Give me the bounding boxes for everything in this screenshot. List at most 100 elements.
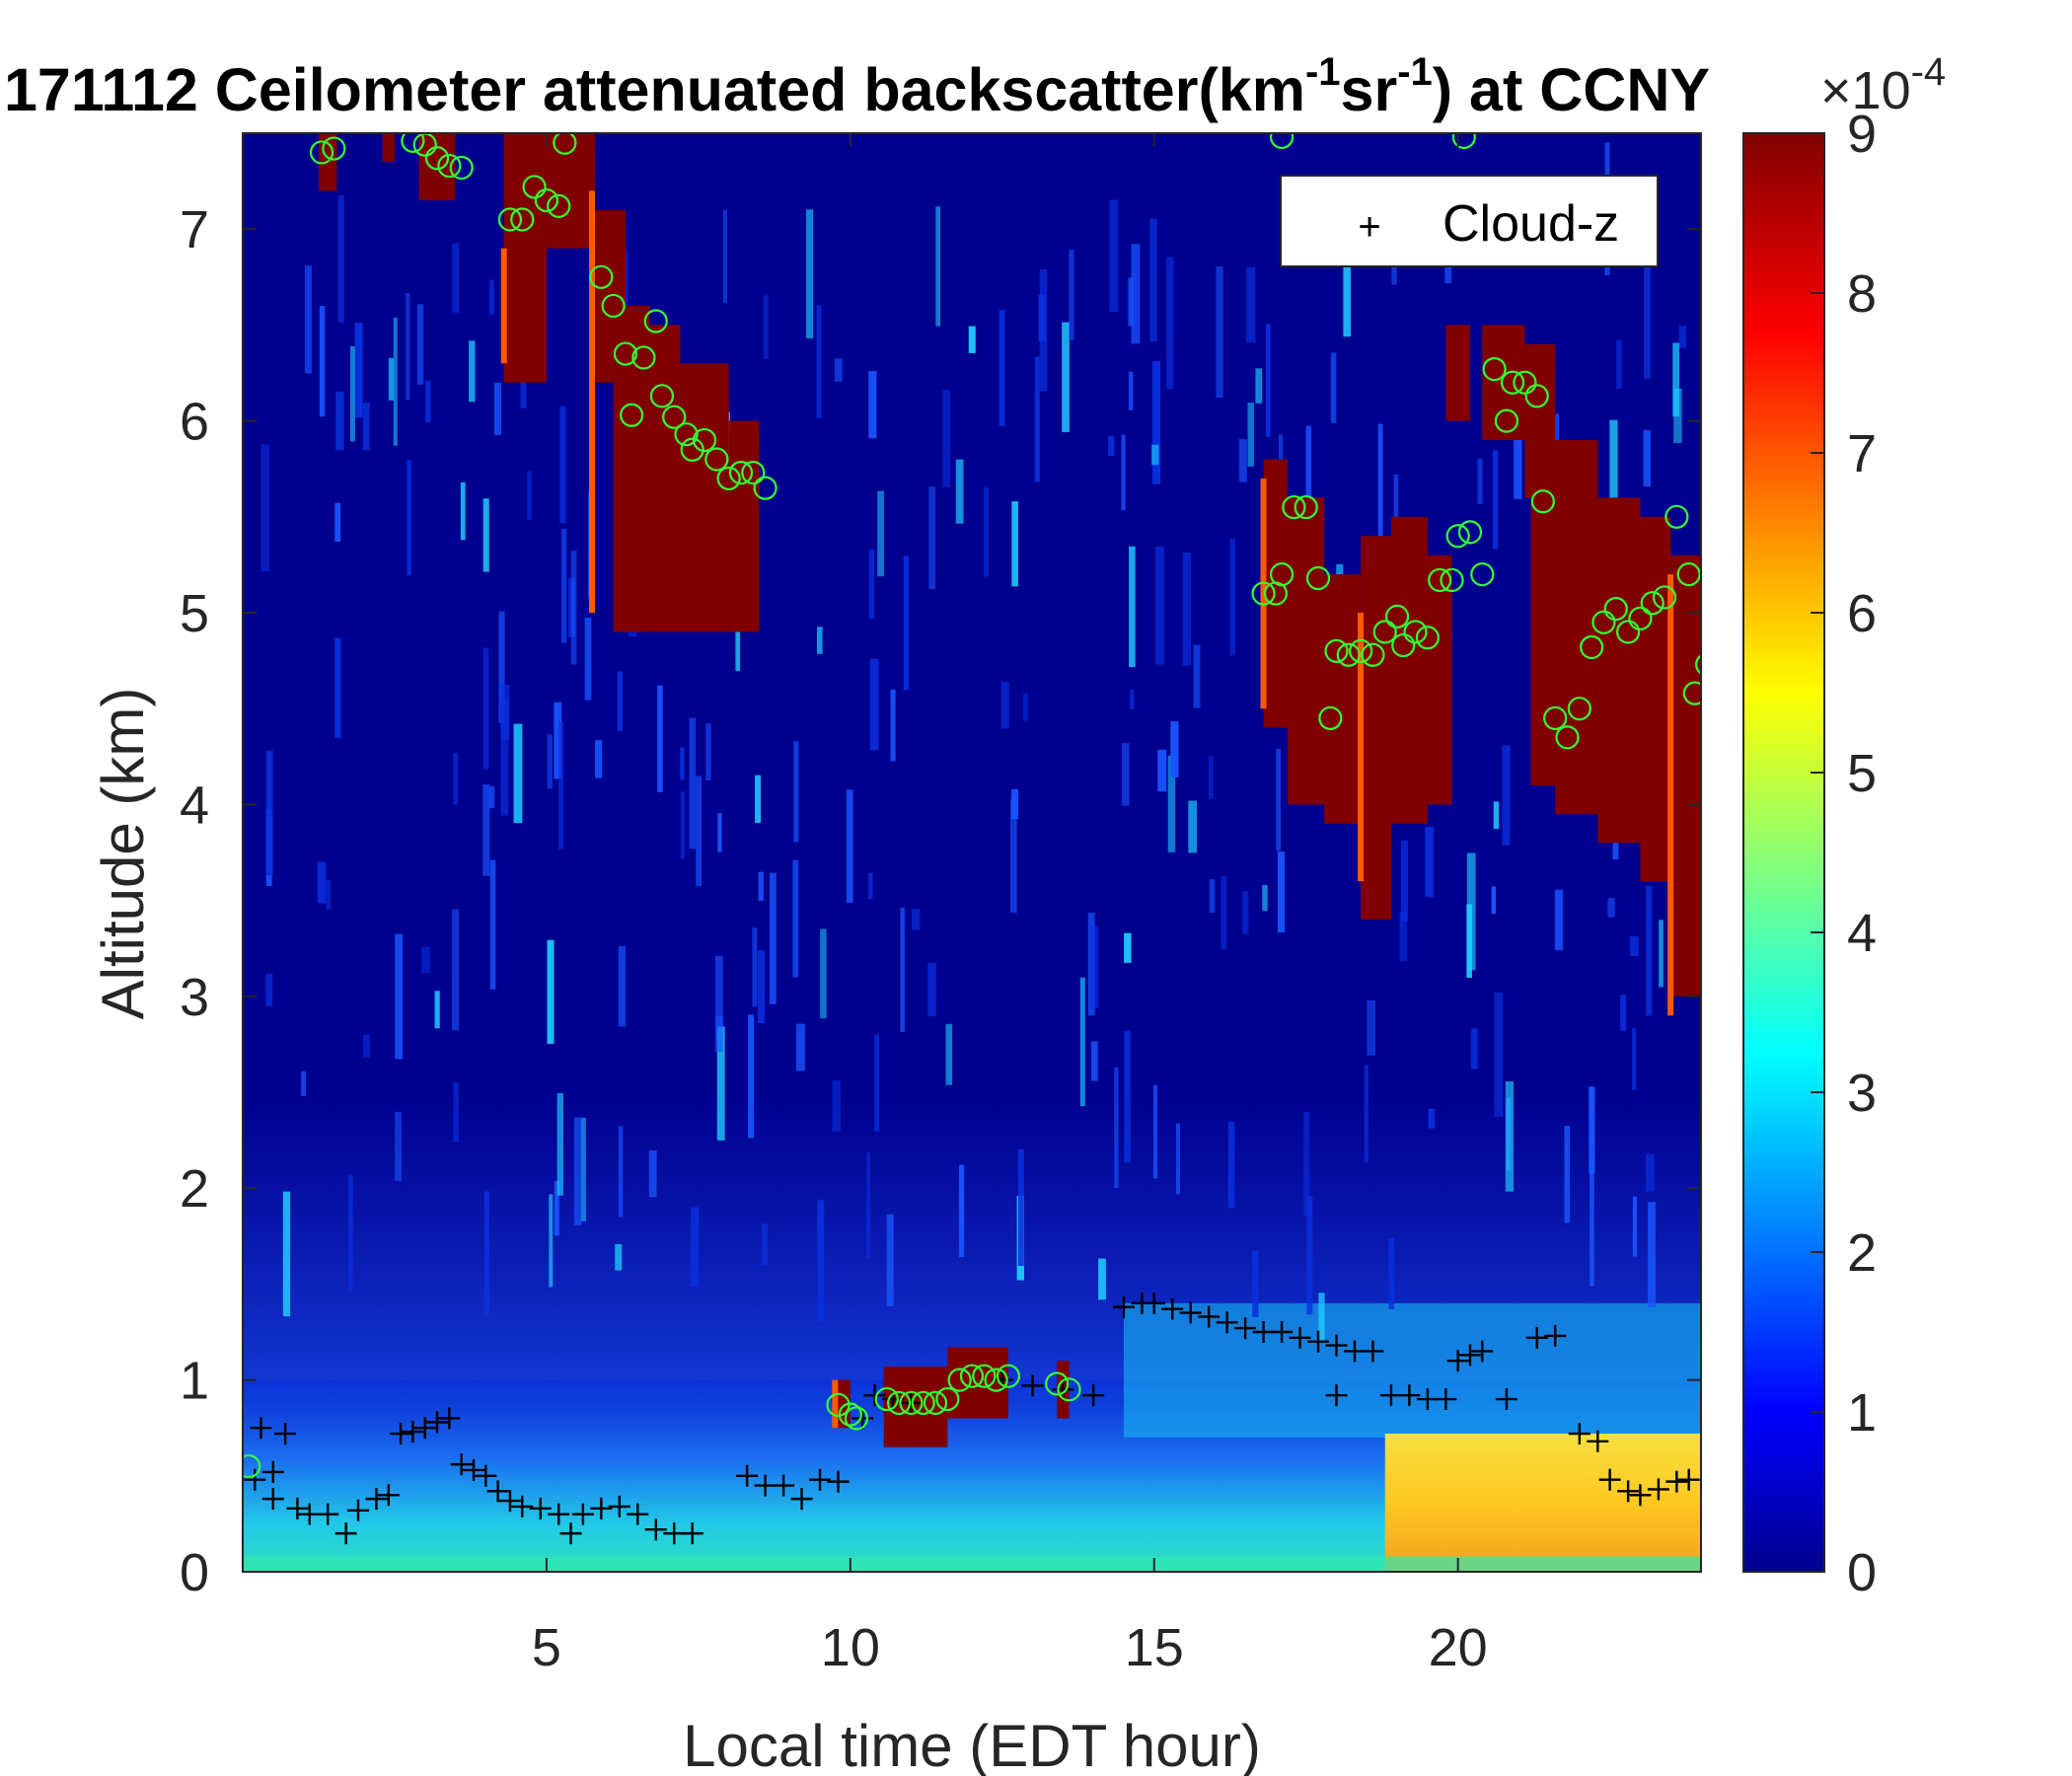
- cloud-z-marker: [244, 1468, 266, 1491]
- backscatter-streak: [560, 529, 567, 643]
- cloud-z-marker: [1495, 1388, 1517, 1411]
- backscatter-streak: [1128, 371, 1134, 410]
- cloud-z-marker: [1082, 1384, 1105, 1407]
- backscatter-streak: [337, 195, 344, 324]
- cloud-top-circle: [649, 384, 675, 408]
- cloud-z-marker: [1416, 1388, 1439, 1411]
- y-tick-label: 7: [180, 200, 209, 259]
- cloud-z-marker: [1179, 1301, 1202, 1324]
- backscatter-streak: [1152, 1084, 1158, 1179]
- backscatter-streak: [1343, 203, 1351, 337]
- cloud-z-marker: [1021, 1374, 1044, 1397]
- backscatter-streak: [265, 751, 273, 876]
- cloud-top-circle: [589, 264, 614, 289]
- cloud-top-circle: [674, 422, 699, 447]
- backscatter-streak: [1491, 886, 1497, 915]
- backscatter-streak: [1157, 749, 1167, 792]
- cloud-top-circle: [1470, 562, 1495, 587]
- backscatter-streak: [714, 955, 723, 1053]
- backscatter-streak: [1673, 388, 1682, 443]
- cloud-z-marker: [1307, 1330, 1330, 1353]
- cloud-top-circle: [1715, 752, 1737, 774]
- cloud-z-marker: [486, 1480, 509, 1503]
- cloud-region: [1288, 497, 1325, 805]
- cloud-region: [1445, 325, 1470, 421]
- backscatter-streak: [1170, 721, 1179, 778]
- backscatter-streak: [547, 734, 553, 789]
- backscatter-streak: [554, 702, 562, 779]
- colorbar-tick-label: 3: [1847, 1064, 1877, 1123]
- cloud-top-circle: [1361, 642, 1385, 667]
- cloud-top-circle: [1384, 604, 1410, 629]
- backscatter-streak: [1079, 977, 1085, 1107]
- cloud-top-circle: [601, 293, 626, 319]
- backscatter-streak: [1493, 801, 1500, 830]
- backscatter-streak: [705, 723, 711, 780]
- cloud-top-circle: [1603, 597, 1628, 622]
- backscatter-streak: [1216, 266, 1223, 399]
- cloud-top-circle: [1372, 620, 1397, 644]
- backscatter-streak: [265, 974, 273, 1006]
- cloud-region: [1524, 343, 1556, 498]
- backscatter-streak: [1305, 425, 1312, 509]
- x-tick-label: 5: [532, 1618, 561, 1677]
- colorbar-tick-label: 7: [1847, 424, 1877, 483]
- cloud-top-circle: [1269, 562, 1295, 587]
- backscatter-streak: [900, 908, 905, 1033]
- cloud-top-circle: [401, 133, 425, 153]
- colorbar-tick-label: 4: [1847, 904, 1877, 963]
- backscatter-streak: [865, 1152, 871, 1259]
- backscatter-streak: [1246, 266, 1256, 343]
- backscatter-streak: [425, 380, 431, 422]
- boundary-layer-upper: [1123, 1302, 1701, 1438]
- backscatter-streak: [816, 627, 823, 654]
- cloud-top-circle: [497, 207, 523, 232]
- backscatter-streak: [498, 611, 505, 723]
- backscatter-streak: [595, 740, 603, 778]
- cloud-z-marker: [261, 1460, 284, 1483]
- cloud-z-marker: [1677, 1468, 1700, 1491]
- cloud-top-circle: [1615, 620, 1641, 644]
- backscatter-streak: [494, 382, 501, 435]
- backscatter-streak: [1425, 827, 1434, 898]
- cloud-z-marker: [851, 1407, 874, 1430]
- cloud-edge: [589, 190, 596, 613]
- backscatter-streak: [999, 310, 1005, 426]
- cloud-top-circle: [243, 1453, 261, 1479]
- cloud-z-marker: [261, 1488, 284, 1511]
- backscatter-streak: [395, 933, 404, 1060]
- cloud-z-marker: [1458, 1344, 1481, 1367]
- cloud-top-circle: [553, 133, 577, 155]
- cloud-top-circle: [1428, 567, 1452, 593]
- cloud-top-circle: [1682, 681, 1701, 705]
- backscatter-streak: [1492, 450, 1499, 550]
- cloud-top-circle: [1336, 642, 1361, 667]
- backscatter-streak: [868, 549, 875, 620]
- backscatter-streak: [1090, 925, 1099, 1008]
- cloud-top-circle: [620, 403, 644, 427]
- backscatter-streak: [1109, 199, 1119, 312]
- cloud-region: [1670, 555, 1701, 997]
- cloud-top-circle: [1567, 697, 1591, 721]
- backscatter-streak: [792, 859, 799, 978]
- cloud-edge: [1358, 613, 1365, 882]
- cloud-top-circle: [1652, 585, 1677, 610]
- backscatter-streak: [1278, 434, 1284, 464]
- backscatter-streak: [1607, 897, 1615, 918]
- backscatter-streak: [580, 1117, 586, 1221]
- cloud-top-circle: [322, 136, 346, 161]
- backscatter-streak: [617, 671, 623, 731]
- cloud-z-marker: [1234, 1317, 1257, 1340]
- backscatter-streak: [1399, 911, 1407, 962]
- cloud-top-circle: [1045, 1371, 1070, 1396]
- cloud-z-marker: [1289, 1326, 1311, 1349]
- cloud-z-marker: [250, 1417, 272, 1440]
- backscatter-streak: [1017, 1149, 1024, 1266]
- cloud-region: [1361, 536, 1391, 921]
- backscatter-streak: [717, 813, 722, 852]
- backscatter-streak: [354, 323, 363, 418]
- cloud-top-circle: [1482, 357, 1507, 382]
- x-tick-label: 10: [821, 1618, 880, 1677]
- colorbar-ticks: 0 1 2 3 4 5 6 7 8 9: [1811, 105, 1877, 1602]
- backscatter-streak: [482, 784, 490, 876]
